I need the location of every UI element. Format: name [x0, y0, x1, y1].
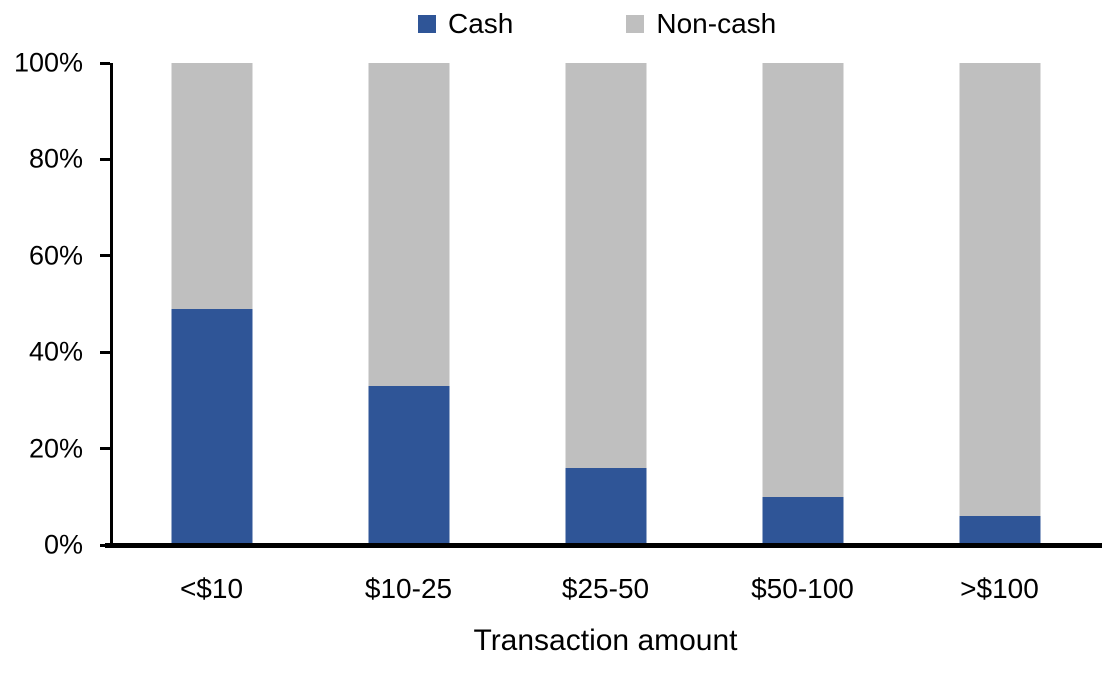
bar-segment-non-cash: [959, 63, 1040, 517]
bar-segment-non-cash: [565, 63, 646, 468]
y-tick-label: 20%: [28, 433, 83, 464]
bar-slot: [901, 63, 1098, 545]
legend-label-cash: Cash: [448, 8, 514, 39]
y-tick-mark: [100, 350, 110, 354]
y-tick-mark: [100, 543, 110, 547]
stacked-bar-5: [959, 63, 1040, 545]
bar-segment-non-cash: [368, 63, 449, 386]
bar-segment-cash: [959, 516, 1040, 545]
y-tick-label: 60%: [28, 240, 83, 271]
noncash-swatch-icon: [626, 15, 645, 33]
y-tick-mark: [100, 254, 110, 258]
x-axis-line: [105, 543, 1102, 548]
cash-swatch-icon: [418, 15, 436, 33]
x-category-label: $50-100: [751, 573, 854, 604]
stacked-bar-3: [565, 63, 646, 545]
x-category-label: $25-50: [561, 573, 650, 604]
y-tick-mark: [100, 447, 110, 451]
x-category-label: <$10: [179, 573, 244, 604]
y-tick-label: 80%: [28, 143, 83, 174]
x-axis-title: Transaction amount: [473, 624, 738, 657]
y-axis-line: [110, 63, 113, 545]
bar-segment-cash: [171, 308, 252, 545]
x-axis-labels: <$10 $10-25 $25-50 $50-100 >$100: [113, 575, 1098, 603]
y-tick-mark: [100, 157, 110, 161]
y-tick-label: 40%: [28, 336, 83, 367]
bar-slot: [507, 63, 704, 545]
bars-container: [113, 63, 1098, 545]
y-tick-label: 100%: [13, 47, 83, 78]
legend-label-noncash: Non-cash: [656, 8, 777, 39]
bar-segment-non-cash: [762, 63, 843, 497]
bar-slot: [310, 63, 507, 545]
bar-segment-cash: [762, 496, 843, 545]
stacked-bar-2: [368, 63, 449, 545]
bar-segment-non-cash: [171, 63, 252, 309]
bar-segment-cash: [565, 467, 646, 545]
x-category-label: $10-25: [364, 573, 453, 604]
plot-area: 0% 20% 40% 60% 80% 100%: [14, 49, 1102, 558]
legend-item-noncash: Non-cash: [626, 10, 776, 38]
y-tick-mark: [100, 61, 110, 65]
bar-segment-cash: [368, 385, 449, 545]
stacked-bar-4: [762, 63, 843, 545]
stacked-bar-1: [171, 63, 252, 545]
bar-slot: [113, 63, 310, 545]
x-category-label: >$100: [960, 573, 1039, 604]
legend: Cash Non-cash: [418, 10, 776, 38]
legend-item-cash: Cash: [418, 10, 513, 38]
bar-slot: [704, 63, 901, 545]
y-tick-label: 0%: [43, 529, 83, 560]
